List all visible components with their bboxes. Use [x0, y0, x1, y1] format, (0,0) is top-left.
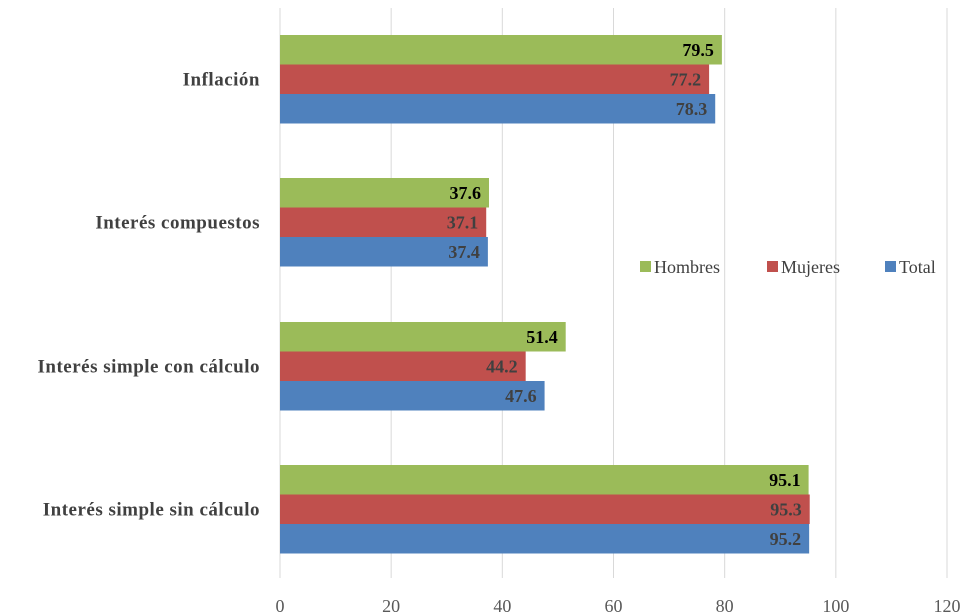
data-labels: 79.5 77.2 78.3 37.6 37.1 37.4 51.4 44.2 47.6 95.1… — [447, 40, 802, 549]
x-tick-label: 20 — [382, 596, 400, 616]
bar-hombres-1 — [280, 178, 489, 208]
data-label-hombres-0: 79.5 — [682, 40, 714, 60]
data-label-total-1: 37.4 — [448, 242, 480, 262]
data-label-mujeres-1: 37.1 — [447, 212, 479, 232]
category-labels: Inflación Interés compuestos Interés simpl… — [37, 69, 260, 520]
x-tick-label: 0 — [276, 596, 285, 616]
bar-hombres-0 — [280, 35, 722, 65]
category-label: Interés compuestos — [95, 212, 260, 233]
data-label-total-3: 95.2 — [770, 529, 802, 549]
bar-total-3 — [280, 524, 810, 554]
bar-mujeres-0 — [280, 64, 710, 94]
data-label-hombres-1: 37.6 — [449, 183, 481, 203]
legend-label-mujeres: Mujeres — [781, 257, 840, 277]
x-tick-label: 80 — [716, 596, 734, 616]
bar-total-1 — [280, 237, 488, 267]
data-label-total-0: 78.3 — [676, 99, 708, 119]
x-tick-label: 100 — [822, 596, 849, 616]
bar-total-2 — [280, 381, 545, 411]
data-label-hombres-2: 51.4 — [526, 327, 558, 347]
category-label: Inflación — [183, 69, 260, 90]
data-label-total-2: 47.6 — [505, 386, 537, 406]
legend-swatch-total — [885, 261, 896, 272]
x-tick-label: 60 — [605, 596, 623, 616]
bar-total-0 — [280, 94, 716, 124]
data-label-hombres-3: 95.1 — [769, 470, 801, 490]
bar-mujeres-3 — [280, 494, 810, 524]
legend-swatch-mujeres — [767, 261, 778, 272]
x-tick-label: 120 — [934, 596, 961, 616]
data-label-mujeres-2: 44.2 — [486, 356, 518, 376]
bar-hombres-3 — [280, 465, 809, 495]
bar-mujeres-2 — [280, 351, 526, 381]
legend-label-hombres: Hombres — [654, 257, 720, 277]
bar-hombres-2 — [280, 322, 566, 352]
bar-mujeres-1 — [280, 207, 487, 237]
data-label-mujeres-3: 95.3 — [770, 499, 802, 519]
category-label: Interés simple sin cálculo — [43, 499, 260, 520]
legend-label-total: Total — [899, 257, 936, 277]
data-label-mujeres-0: 77.2 — [670, 69, 702, 89]
legend-swatch-hombres — [640, 261, 651, 272]
x-tick-label: 40 — [493, 596, 511, 616]
category-label: Interés simple con cálculo — [37, 356, 260, 377]
x-axis-tick-labels: 0 20 40 60 80 100 120 — [276, 596, 961, 616]
bars — [280, 35, 810, 554]
legend: Hombres Mujeres Total — [640, 257, 936, 277]
